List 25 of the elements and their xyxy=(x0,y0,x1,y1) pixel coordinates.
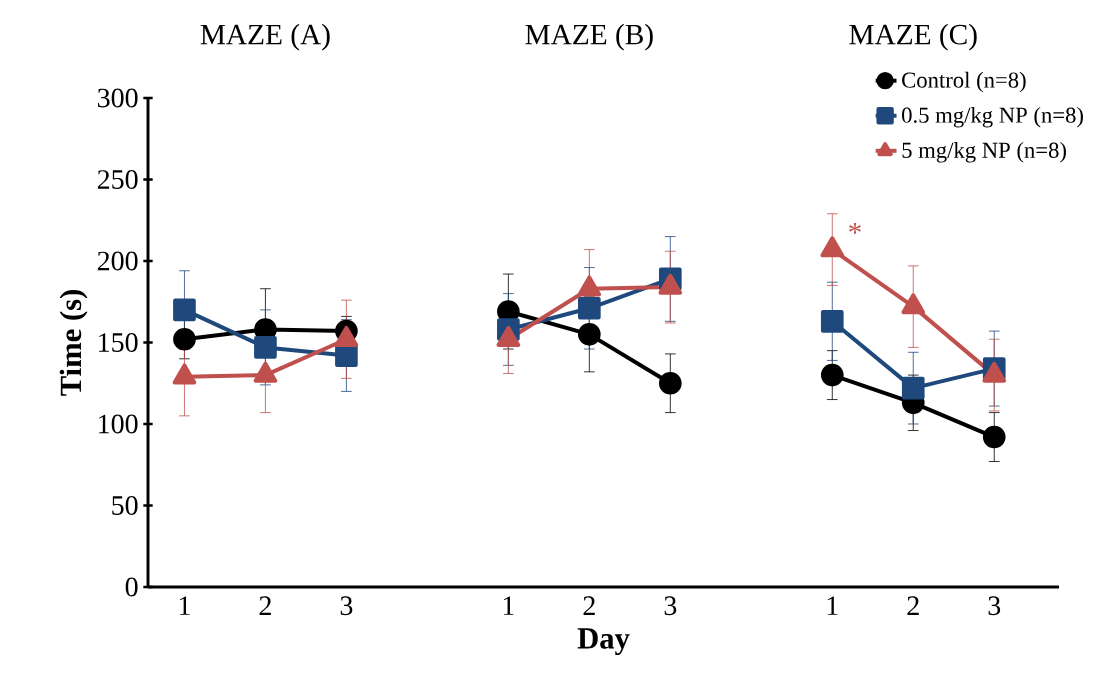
y-tick-label: 250 xyxy=(97,170,138,189)
x-axis-title: Day xyxy=(577,628,630,656)
y-tick-label: 300 xyxy=(97,88,138,108)
text: MAZE (C) xyxy=(849,23,977,51)
legend-label: 5 mg/kg NP (n=8) xyxy=(902,141,1066,163)
x-tick-label: 2 xyxy=(259,596,271,615)
y-tick-label: 50 xyxy=(112,496,138,515)
annotation: * xyxy=(849,223,861,234)
legend-label: Control (n=8) xyxy=(902,71,1026,93)
y-tick-label: 100 xyxy=(99,414,138,434)
y-tick-label: 0 xyxy=(125,577,138,597)
text: MAZE (B) xyxy=(525,23,653,51)
text: MAZE (A) xyxy=(200,23,330,51)
x-tick-label: 3 xyxy=(988,596,1001,616)
x-tick-label: 1 xyxy=(179,596,190,615)
y-tick-label: 150 xyxy=(99,333,138,352)
y-tick-label: 200 xyxy=(97,251,138,271)
x-tick-label: 2 xyxy=(907,596,919,615)
x-tick-label: 2 xyxy=(583,596,595,615)
legend-label: 0.5 mg/kg NP (n=8) xyxy=(902,106,1083,128)
y-axis-title: Time (s) xyxy=(59,290,88,396)
x-tick-label: 3 xyxy=(340,596,353,616)
x-tick-label: 1 xyxy=(827,596,838,615)
x-tick-label: 3 xyxy=(664,596,677,616)
x-tick-label: 1 xyxy=(503,596,514,615)
